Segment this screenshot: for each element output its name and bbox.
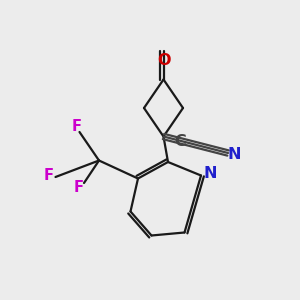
Text: C: C [174,134,186,148]
Text: F: F [71,119,82,134]
Text: F: F [74,180,84,195]
Text: F: F [44,168,54,183]
Text: N: N [203,167,217,182]
Text: O: O [157,52,170,68]
Text: N: N [228,147,242,162]
